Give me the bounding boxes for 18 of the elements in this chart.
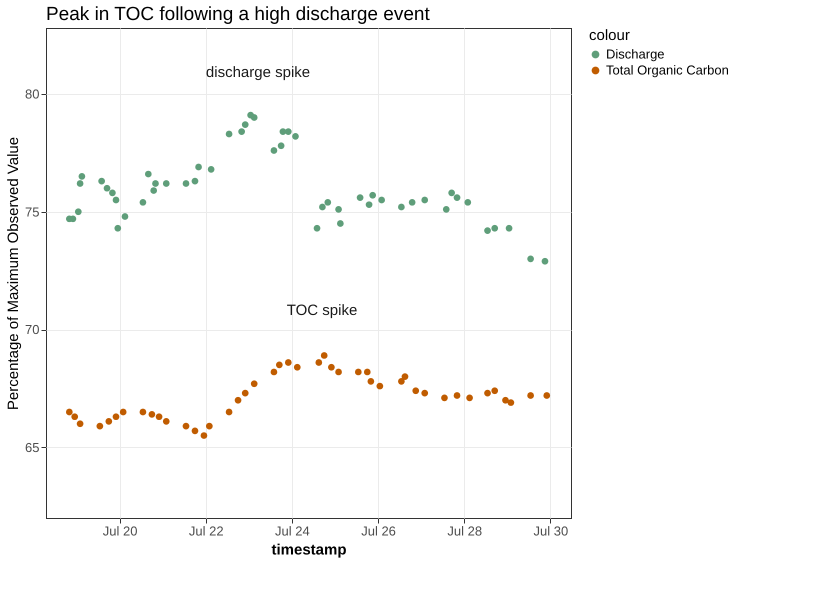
legend-label: Total Organic Carbon <box>606 62 729 78</box>
y-tick-label: 80 <box>25 86 40 102</box>
annotation: discharge spike <box>206 64 310 81</box>
y-tick-label: 70 <box>25 322 40 338</box>
legend-title: colour <box>589 27 630 44</box>
x-tick-label: Jul 28 <box>447 524 482 538</box>
x-tick-label: Jul 22 <box>188 524 224 538</box>
chart-title: Peak in TOC following a high discharge event <box>46 4 430 25</box>
x-tick-label: Jul 20 <box>102 524 138 538</box>
y-axis-title: Percentage of Maximum Observed Value <box>5 136 22 410</box>
x-tick-label: Jul 26 <box>361 524 396 538</box>
y-tick-label: 75 <box>25 204 40 220</box>
x-axis-title: timestamp <box>271 542 347 558</box>
legend-label: Discharge <box>606 46 665 62</box>
y-tick-label: 65 <box>25 440 40 455</box>
x-tick-label: Jul 30 <box>534 524 568 538</box>
x-tick-label: Jul 24 <box>275 524 310 538</box>
annotation: TOC spike <box>286 302 358 319</box>
